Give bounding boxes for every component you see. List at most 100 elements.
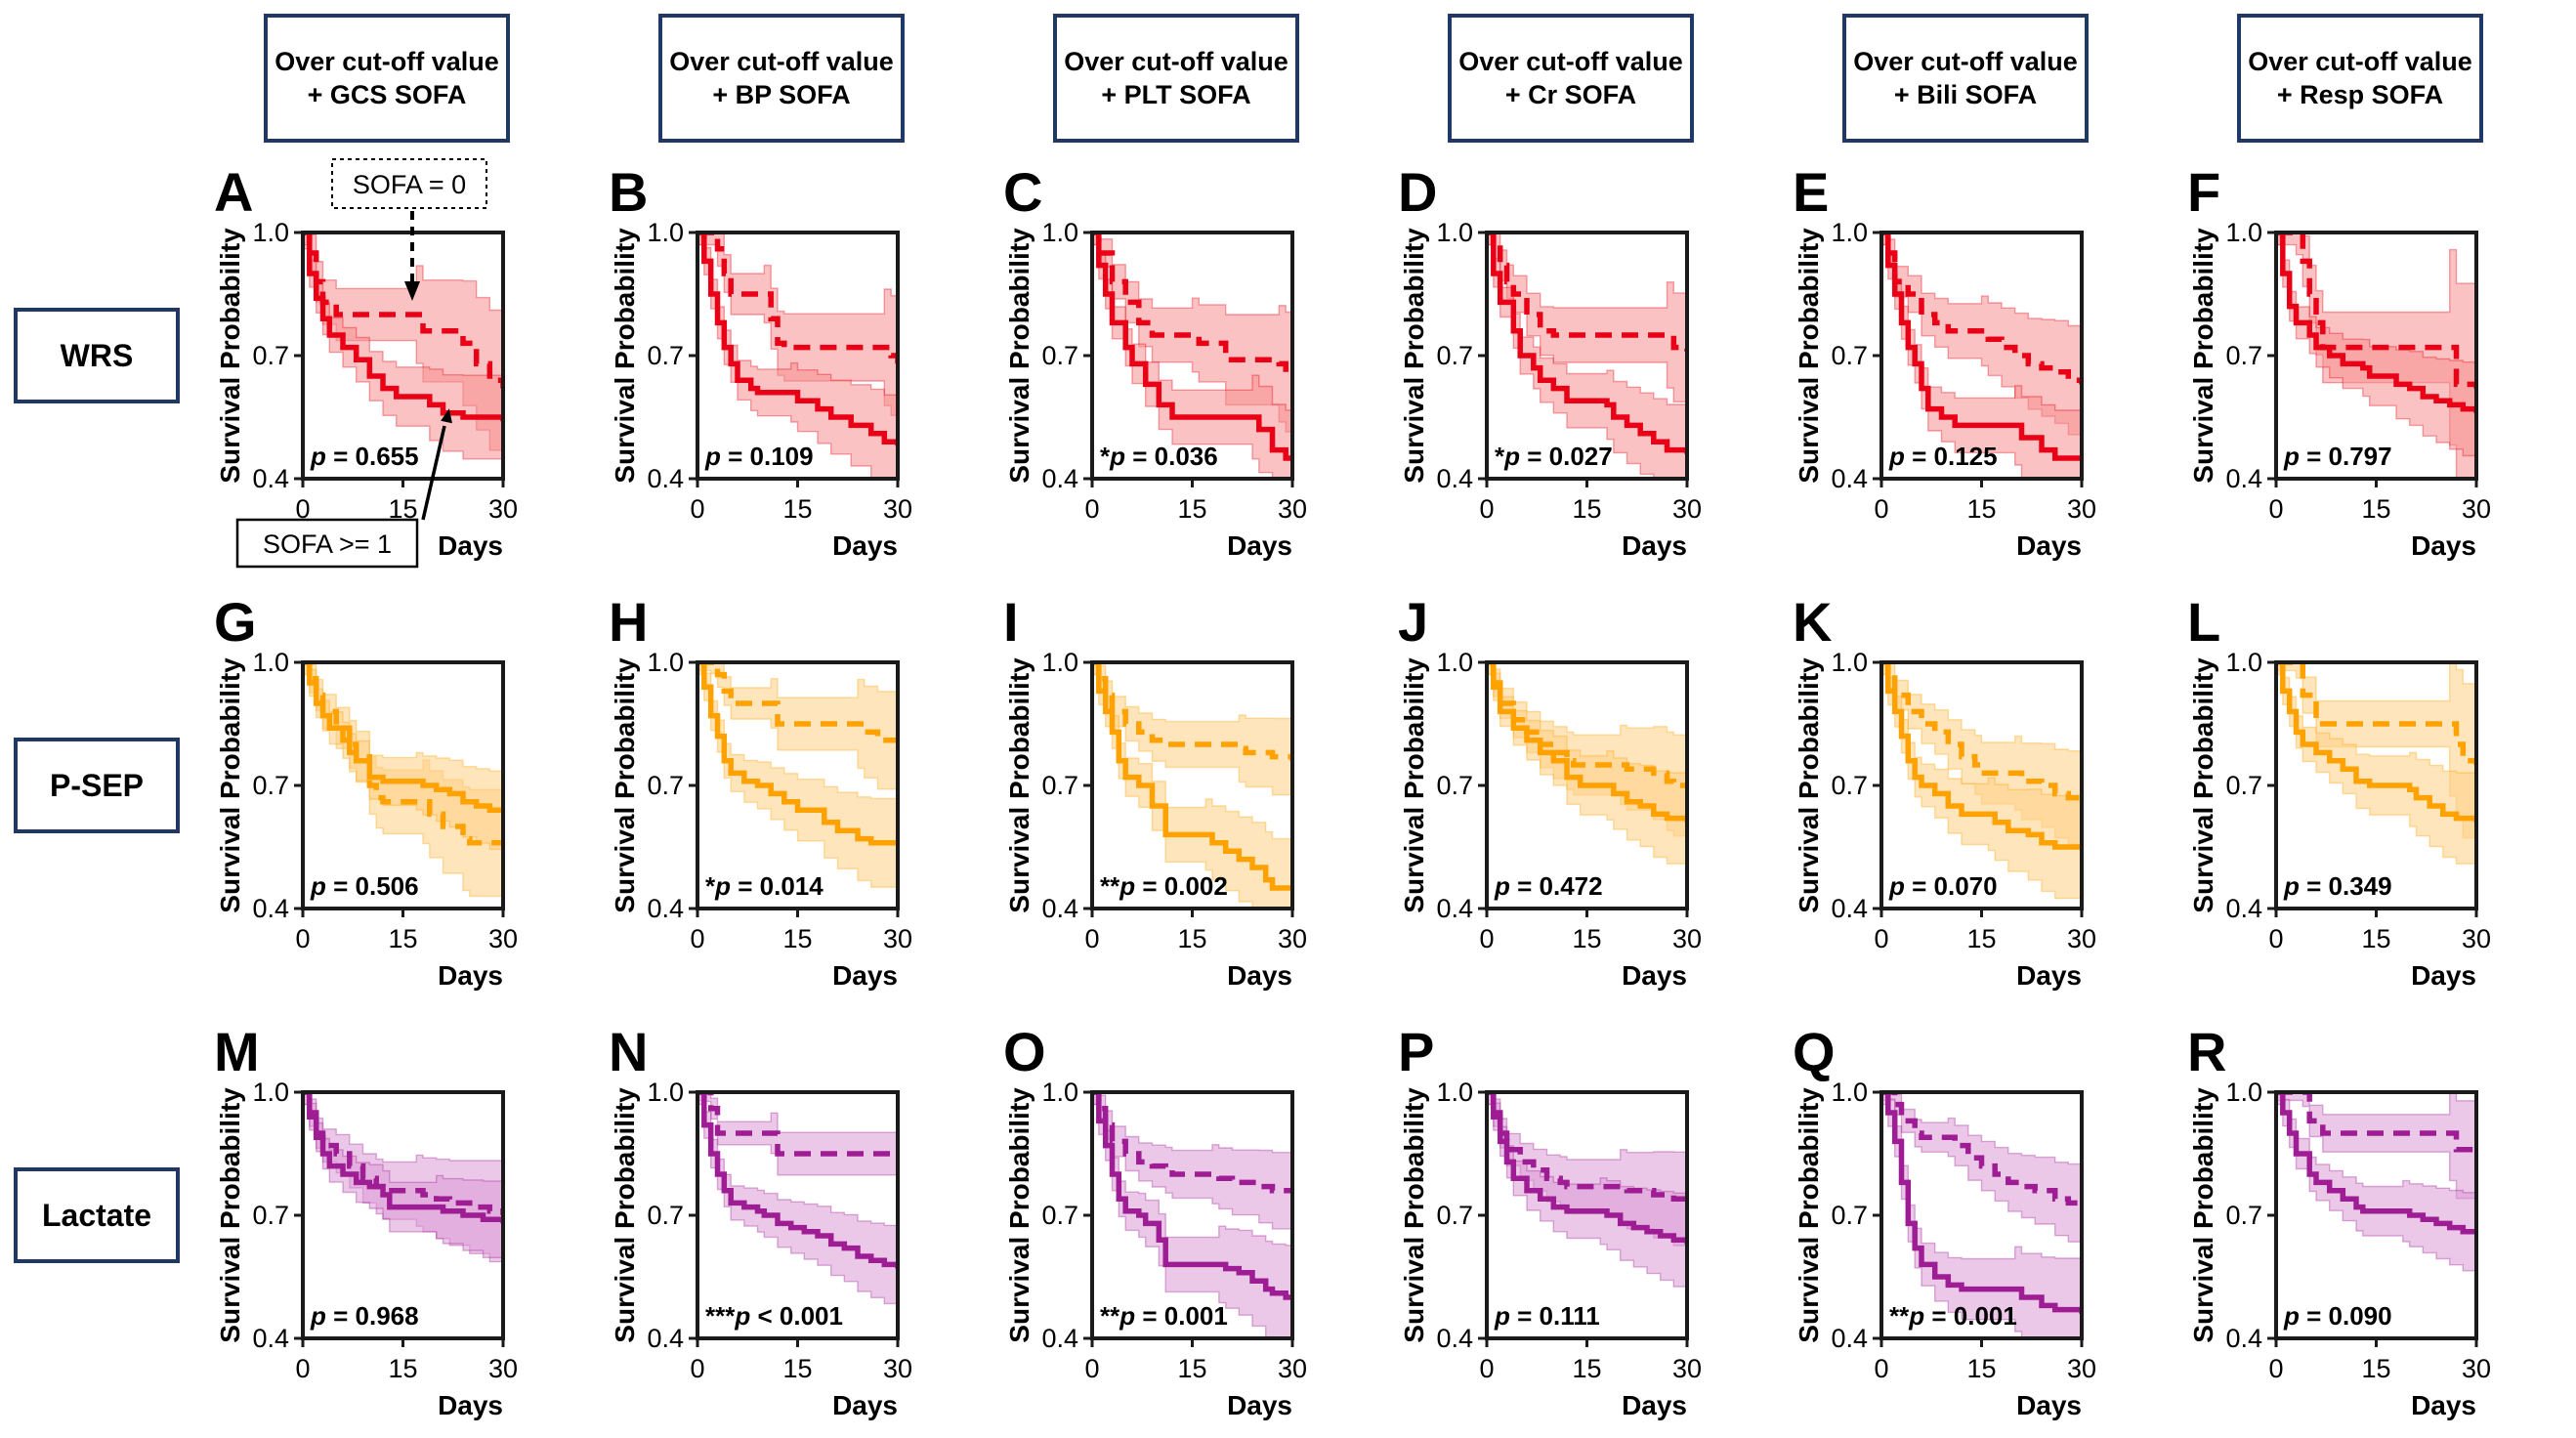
y-tick-label: 0.4 bbox=[2225, 464, 2262, 493]
km-curve-solid-sofa1 bbox=[303, 662, 503, 813]
column-header-line2: + GCS SOFA bbox=[307, 80, 467, 109]
x-tick-label: 0 bbox=[2268, 494, 2283, 524]
y-tick-label: 1.0 bbox=[252, 648, 289, 677]
x-tick-label: 30 bbox=[883, 494, 912, 524]
y-tick-label: 1.0 bbox=[1436, 648, 1473, 677]
y-axis-label: Survival Probability bbox=[610, 657, 640, 913]
x-tick-label: 15 bbox=[1177, 494, 1206, 524]
y-tick-label: 0.7 bbox=[1041, 341, 1078, 370]
y-tick-label: 0.4 bbox=[1831, 894, 1868, 923]
y-axis-label: Survival Probability bbox=[1794, 228, 1824, 484]
y-tick-label: 0.7 bbox=[252, 1201, 289, 1230]
x-tick-label: 0 bbox=[1479, 924, 1494, 953]
y-tick-label: 1.0 bbox=[1831, 218, 1868, 247]
panel-F: F Survival Probability 1.0 0.7 0.4 0 15 30 Days p… bbox=[2183, 156, 2515, 574]
p-value: *p = 0.014 bbox=[705, 871, 823, 901]
y-tick-label: 1.0 bbox=[1041, 648, 1078, 677]
km-curve-solid-sofa1 bbox=[303, 233, 503, 422]
panel-A: A Survival Probability 1.0 0.7 0.4 0 15 30 Days p… bbox=[210, 156, 542, 574]
ci-band-solid bbox=[1092, 662, 1292, 909]
y-tick-label: 0.7 bbox=[647, 771, 684, 800]
sofa1-arrow bbox=[421, 425, 446, 521]
km-curve-dashed-sofa0 bbox=[303, 233, 503, 389]
column-header-resp-sofa: Over cut-off value + Resp SOFA bbox=[2237, 14, 2483, 143]
x-tick-label: 15 bbox=[1966, 494, 1996, 524]
y-tick-label: 0.7 bbox=[1831, 341, 1868, 370]
x-tick-label: 30 bbox=[1278, 494, 1307, 524]
y-tick-label: 1.0 bbox=[647, 218, 684, 247]
panel-I-svg: I Survival Probability 1.0 0.7 0.40 15 30 Days *… bbox=[1003, 591, 1307, 991]
x-tick-label: 30 bbox=[488, 1354, 518, 1383]
y-tick-label: 0.4 bbox=[1831, 464, 1868, 493]
y-tick-label: 1.0 bbox=[1436, 218, 1473, 247]
column-header-gcs-sofa: Over cut-off value + GCS SOFA bbox=[264, 14, 510, 143]
row-label-p-sep: P-SEP bbox=[14, 738, 180, 833]
y-axis-label: Survival Probability bbox=[2188, 1087, 2218, 1343]
x-tick-label: 0 bbox=[1479, 1354, 1494, 1383]
km-curve-solid-sofa1 bbox=[1487, 1092, 1687, 1245]
x-tick-label: 30 bbox=[1278, 1354, 1307, 1383]
y-axis-label: Survival Probability bbox=[1399, 657, 1429, 913]
panel-K: K Survival Probability 1.0 0.7 0.4 0 15 30 Days p… bbox=[1789, 586, 2121, 1004]
panel-letter: N bbox=[609, 1021, 648, 1082]
p-value: p = 0.349 bbox=[2283, 871, 2392, 901]
x-tick-label: 30 bbox=[2462, 494, 2491, 524]
ci-band-solid bbox=[697, 1092, 898, 1310]
x-tick-label: 30 bbox=[1278, 924, 1307, 953]
panel-Q: Q Survival Probability 1.0 0.7 0.4 0 15 30 Days *… bbox=[1789, 1016, 2121, 1434]
km-curve-solid-sofa1 bbox=[697, 662, 898, 846]
p-value: **p = 0.001 bbox=[1889, 1301, 2017, 1331]
x-tick-label: 0 bbox=[690, 494, 704, 524]
ci-band-solid bbox=[2276, 1092, 2476, 1273]
x-axis-label: Days bbox=[438, 1390, 503, 1420]
km-curve-dashed-sofa0 bbox=[2276, 233, 2476, 389]
x-axis-label: Days bbox=[1622, 1390, 1687, 1420]
column-header-line1: Over cut-off value bbox=[1853, 47, 2078, 76]
x-axis-label: Days bbox=[2411, 960, 2476, 991]
x-tick-label: 0 bbox=[2268, 1354, 2283, 1383]
ci-band-solid bbox=[1881, 662, 2082, 905]
x-tick-label: 15 bbox=[388, 924, 417, 953]
x-tick-label: 0 bbox=[1874, 1354, 1888, 1383]
y-tick-label: 0.4 bbox=[252, 894, 289, 923]
panel-letter: H bbox=[609, 591, 648, 653]
ci-band-solid bbox=[2276, 662, 2476, 872]
panel-letter: P bbox=[1398, 1021, 1434, 1082]
sofa0-annotation-box bbox=[331, 158, 487, 209]
x-tick-label: 15 bbox=[1966, 1354, 1996, 1383]
panel-F-svg: F Survival Probability 1.0 0.7 0.40 15 30 Days p… bbox=[2187, 161, 2491, 561]
x-axis-label: Days bbox=[832, 960, 898, 991]
y-tick-label: 0.4 bbox=[2225, 1324, 2262, 1353]
x-tick-label: 15 bbox=[1966, 924, 1996, 953]
x-tick-label: 0 bbox=[295, 924, 310, 953]
ci-band-solid bbox=[303, 1092, 503, 1265]
y-axis-label: Survival Probability bbox=[215, 228, 245, 484]
y-axis-label: Survival Probability bbox=[1399, 1087, 1429, 1343]
x-axis-label: Days bbox=[2411, 530, 2476, 561]
y-tick-label: 0.4 bbox=[252, 1324, 289, 1353]
x-tick-label: 15 bbox=[782, 1354, 812, 1383]
panel-letter: M bbox=[214, 1021, 260, 1082]
panel-letter: L bbox=[2187, 591, 2220, 653]
x-tick-label: 30 bbox=[2067, 494, 2096, 524]
ci-band-dashed bbox=[697, 662, 898, 794]
y-axis-label: Survival Probability bbox=[1399, 228, 1429, 484]
y-axis-label: Survival Probability bbox=[610, 1087, 640, 1343]
x-axis-label: Days bbox=[438, 530, 503, 561]
x-tick-label: 15 bbox=[782, 924, 812, 953]
km-curve-dashed-sofa0 bbox=[1881, 662, 2082, 802]
x-axis-label: Days bbox=[1227, 530, 1292, 561]
y-axis-label: Survival Probability bbox=[1794, 1087, 1824, 1343]
y-tick-label: 1.0 bbox=[2225, 648, 2262, 677]
column-header-line1: Over cut-off value bbox=[2248, 47, 2472, 76]
p-value: p = 0.797 bbox=[2283, 442, 2392, 471]
km-curve-solid-sofa1 bbox=[1092, 662, 1292, 891]
x-tick-label: 15 bbox=[2361, 494, 2390, 524]
column-header-bili-sofa: Over cut-off value + Bili SOFA bbox=[1842, 14, 2089, 143]
y-tick-label: 1.0 bbox=[2225, 1078, 2262, 1107]
x-tick-label: 0 bbox=[295, 494, 310, 524]
y-tick-label: 1.0 bbox=[647, 648, 684, 677]
panel-letter: A bbox=[214, 161, 253, 223]
panel-L-svg: L Survival Probability 1.0 0.7 0.40 15 30 Days p… bbox=[2187, 591, 2491, 991]
panel-G-svg: G Survival Probability 1.0 0.7 0.40 15 30 Days p… bbox=[214, 591, 518, 991]
